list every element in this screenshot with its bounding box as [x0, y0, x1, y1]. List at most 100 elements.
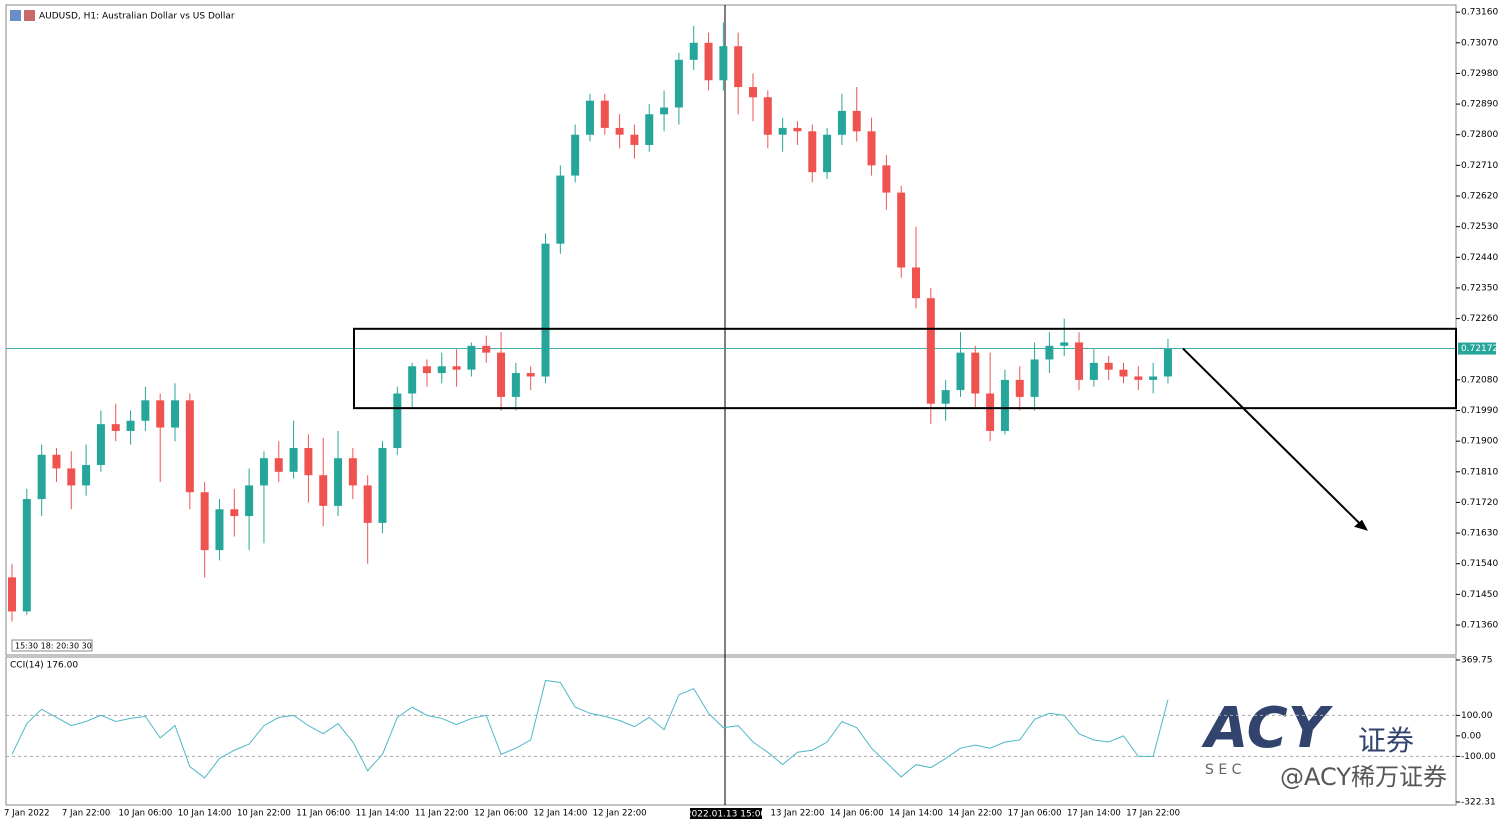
candle-body	[511, 373, 520, 397]
candle-body	[897, 192, 906, 268]
x-tick-label: 12 Jan 14:00	[533, 809, 587, 819]
y-tick-label: 0.72710	[1461, 161, 1498, 171]
x-tick-label: 14 Jan 14:00	[889, 809, 943, 819]
candle-body	[111, 424, 120, 431]
y-tick-label: 0.71900	[1461, 437, 1498, 447]
overlay-box	[11, 639, 93, 652]
candle-body	[823, 134, 832, 173]
y-tick-label: 0.72800	[1461, 130, 1498, 140]
candle-body	[660, 107, 669, 115]
candle-body	[348, 458, 357, 486]
candle-body	[867, 131, 876, 166]
candle-body	[763, 97, 772, 135]
watermark-sub: S E C	[1205, 762, 1242, 778]
candle-body	[200, 492, 209, 551]
candle-body	[289, 447, 298, 472]
candle-body	[882, 165, 891, 193]
candle-body	[378, 447, 387, 523]
candle-body	[185, 400, 194, 493]
candle-body	[1015, 379, 1024, 397]
candle-body	[986, 393, 995, 431]
y-tick-label: 0.72260	[1461, 314, 1498, 324]
indicator-label: CCI(14) 176.00	[10, 661, 78, 671]
candle-body	[778, 127, 787, 135]
y2-tick-label: 100.00	[1461, 711, 1493, 721]
x-tick-label: 11 Jan 06:00	[296, 809, 350, 819]
candle-body	[156, 400, 165, 428]
candle-body	[467, 345, 476, 370]
crosshair-label: 2022.01.13 15:00	[686, 810, 767, 820]
candle-body	[615, 127, 624, 135]
watermark-handle: @ACY稀万证券	[1280, 763, 1447, 791]
candle-body	[912, 267, 921, 299]
candle-body	[630, 134, 639, 145]
x-tick-label: 14 Jan 06:00	[830, 809, 884, 819]
y-tick-label: 0.71810	[1461, 467, 1498, 477]
x-tick-label: 17 Jan 06:00	[1008, 809, 1062, 819]
y-tick-label: 0.72620	[1461, 192, 1498, 202]
x-tick-label: 14 Jan 22:00	[948, 809, 1002, 819]
x-tick-label: 7 Jan 22:00	[62, 809, 110, 819]
x-tick-label: 13 Jan 22:00	[771, 809, 825, 819]
x-tick-label: 10 Jan 06:00	[118, 809, 172, 819]
x-tick-label: 11 Jan 14:00	[356, 809, 410, 819]
candle-body	[837, 110, 846, 135]
watermark-logo: ACY	[1201, 696, 1334, 761]
candle-body	[393, 393, 402, 448]
x-tick-label: 17 Jan 22:00	[1126, 809, 1180, 819]
candle-body	[1060, 342, 1069, 346]
candle-body	[452, 366, 461, 370]
x-tick-label: 10 Jan 22:00	[237, 809, 291, 819]
candle-body	[1075, 342, 1084, 380]
candle-body	[22, 499, 31, 612]
candle-body	[719, 46, 728, 81]
candle-body	[259, 458, 268, 486]
watermark: ACY 证券 S E C @ACY稀万证券	[1201, 696, 1447, 791]
y2-tick-label: 0.00	[1461, 731, 1481, 741]
range-box	[353, 327, 1457, 410]
candle-body	[437, 366, 446, 374]
candle-body	[526, 373, 535, 377]
y-tick-label: 0.71630	[1461, 529, 1498, 539]
y2-tick-label: 369.75	[1461, 656, 1493, 666]
candle-body	[1163, 348, 1172, 377]
candle-body	[645, 114, 654, 145]
candle-body	[1030, 359, 1039, 397]
candle-body	[704, 42, 713, 81]
candle-body	[141, 400, 150, 421]
candle-body	[1089, 362, 1098, 380]
y-tick-label: 0.71450	[1461, 590, 1498, 600]
candle-body	[8, 577, 16, 612]
candle-body	[971, 352, 980, 394]
candle-body	[852, 110, 861, 132]
x-tick-label: 10 Jan 14:00	[178, 809, 232, 819]
candle-body	[363, 485, 372, 523]
candle-body	[1045, 345, 1054, 360]
candle-body	[245, 485, 254, 517]
cci-line	[11, 679, 1169, 779]
candle-body	[67, 468, 76, 486]
current-price-tag	[1458, 342, 1496, 355]
y-tick-label: 0.71360	[1461, 621, 1498, 631]
candle-body	[52, 454, 61, 469]
candle-body	[808, 131, 817, 173]
candle-body	[408, 366, 417, 394]
indicator-panel	[5, 656, 1457, 806]
candle-body	[96, 424, 105, 466]
candle-body	[556, 175, 565, 244]
candle-body	[926, 298, 935, 404]
y-tick-label: 0.73070	[1461, 38, 1498, 48]
candle-body	[1104, 362, 1113, 370]
x-tick-label: 7 Jan 2022	[4, 809, 50, 819]
y-tick-label: 0.71540	[1461, 559, 1498, 569]
candle-body	[793, 127, 802, 132]
candle-body	[734, 46, 743, 88]
y-tick-label: 0.72350	[1461, 283, 1498, 293]
watermark-tag: 证券	[1358, 724, 1414, 757]
x-tick-label: 12 Jan 06:00	[474, 809, 528, 819]
candle-body	[422, 366, 431, 374]
x-tick-label: 17 Jan 14:00	[1067, 809, 1121, 819]
y-tick-label: 0.72980	[1461, 69, 1498, 79]
candle-body	[1119, 369, 1128, 377]
candle-body	[956, 352, 965, 391]
